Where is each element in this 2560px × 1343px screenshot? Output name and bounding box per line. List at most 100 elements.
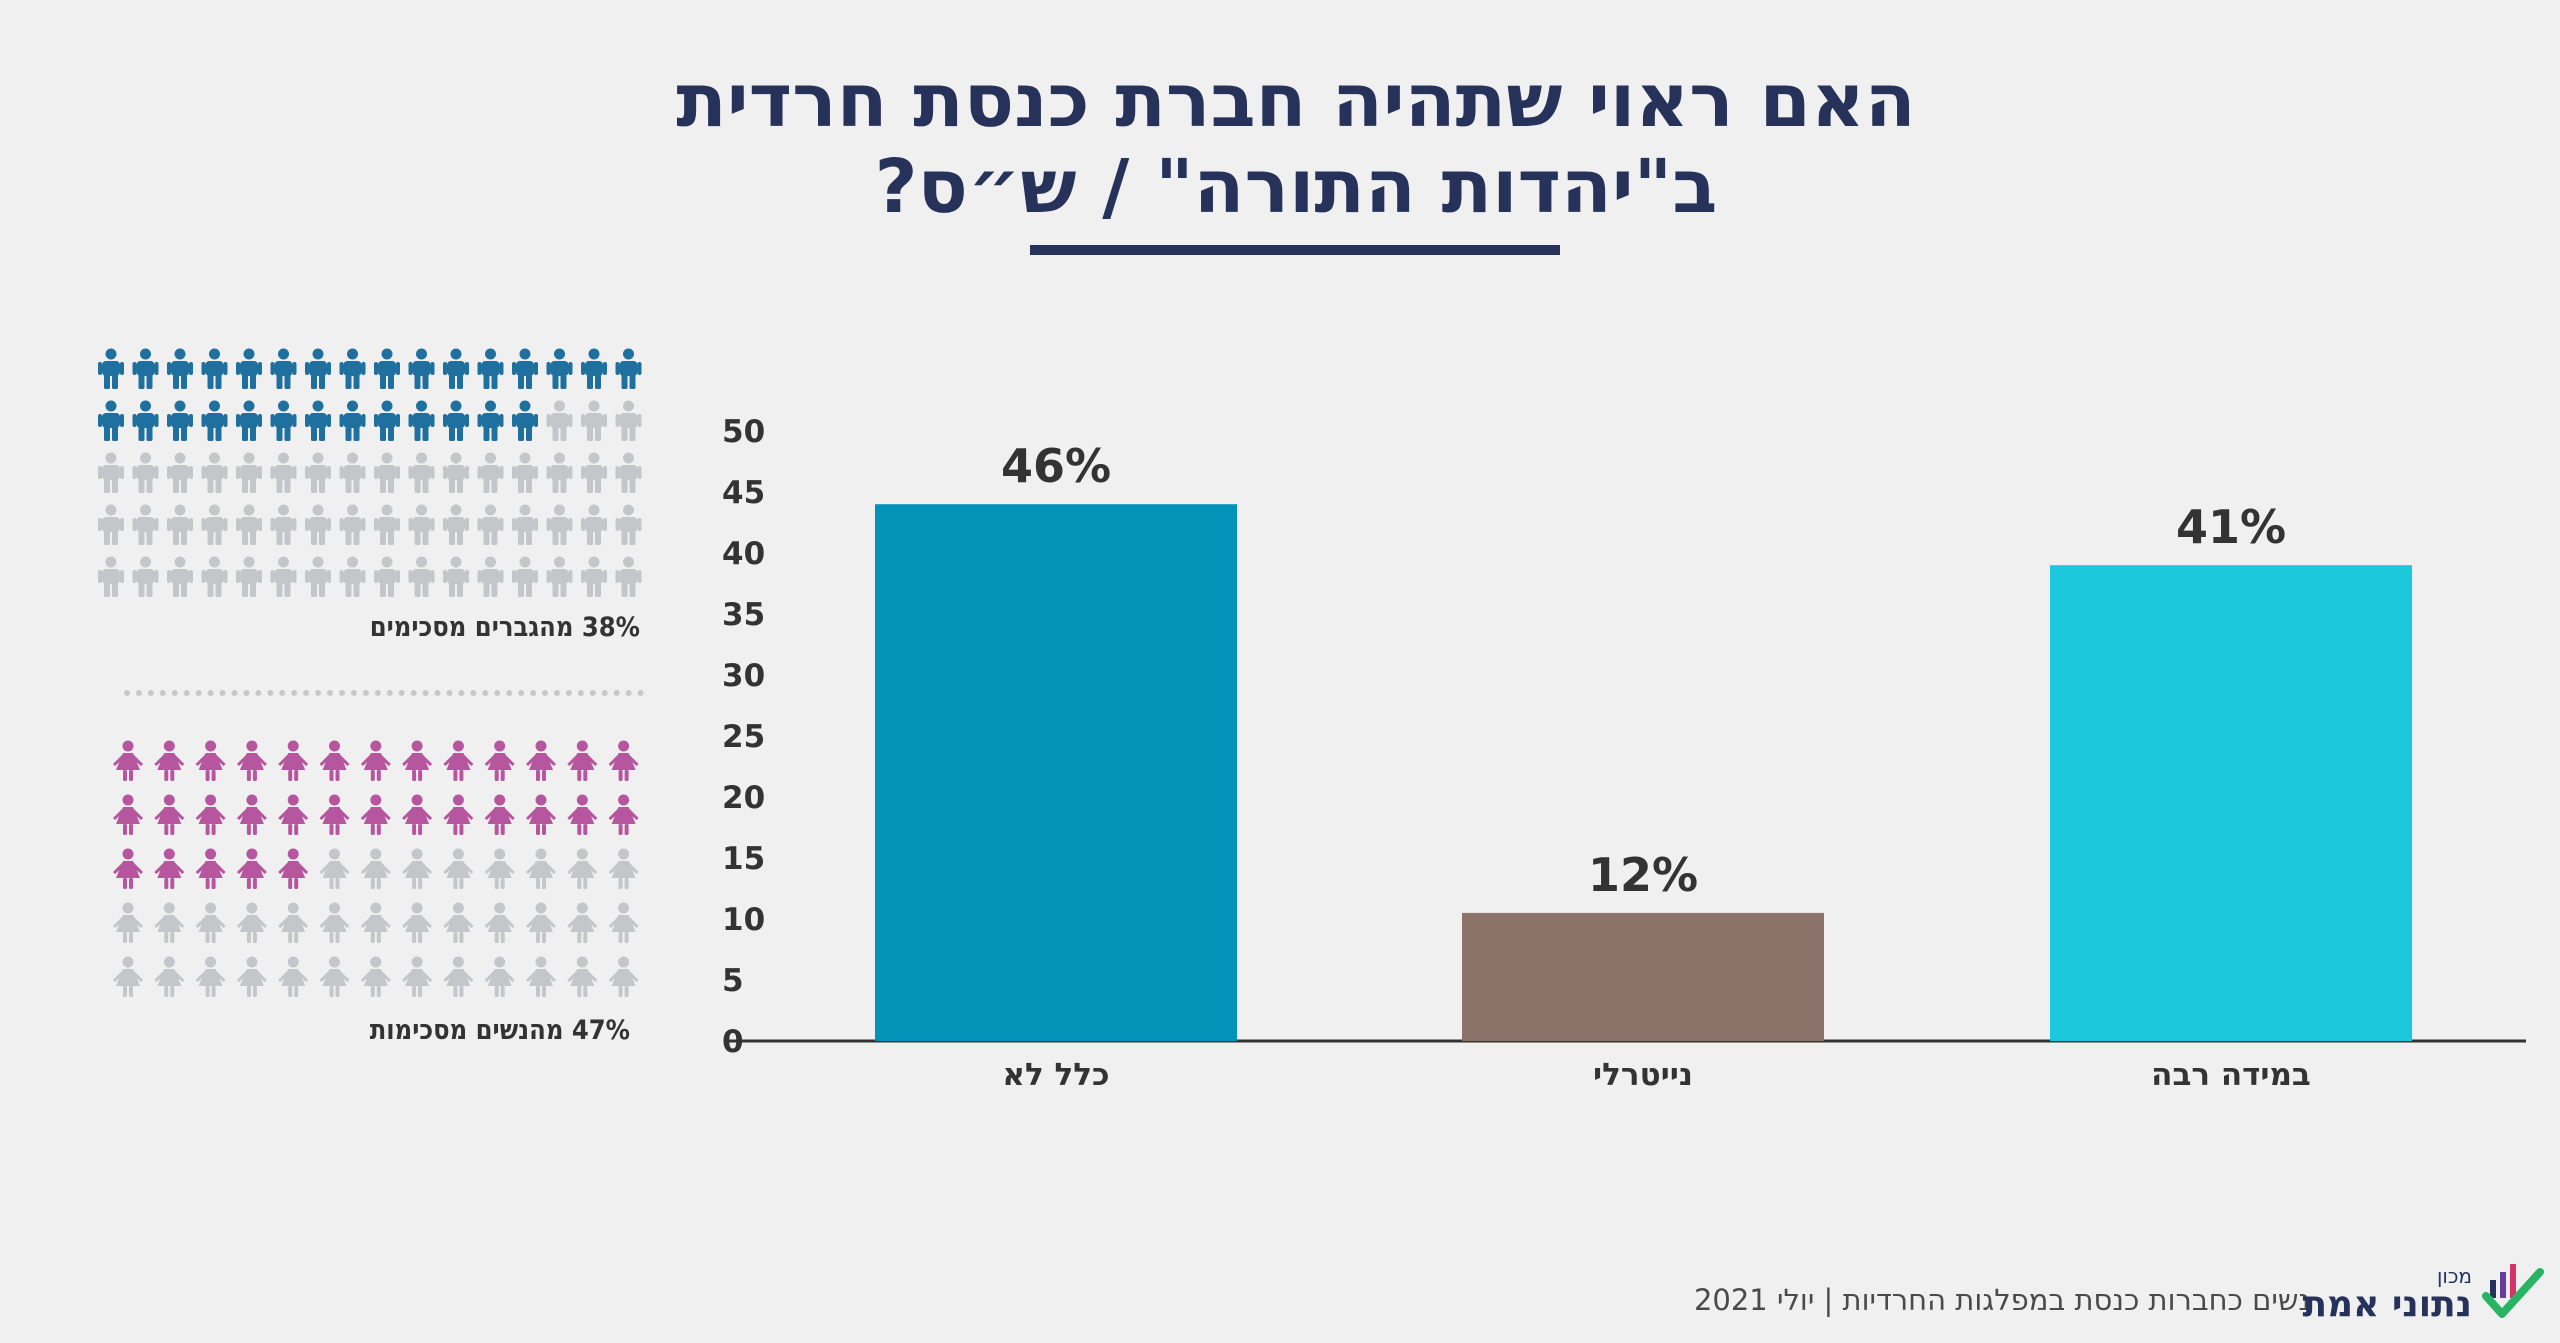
category-label: כלל לא [1002,1057,1109,1093]
woman-icon [154,740,185,781]
woman-icon [236,956,267,997]
woman-icon [360,740,391,781]
woman-icon [360,902,391,943]
man-icon [546,348,573,389]
man-icon [477,556,504,597]
footer-source: נשים כחברות כנסת במפלגות החרדיות | יולי … [1693,1283,2310,1317]
men-pictogram [98,348,642,597]
woman-icon [567,740,598,781]
man-icon [581,452,607,493]
woman-icon [195,956,226,997]
woman-icon [526,956,556,997]
man-icon [236,556,262,597]
woman-icon [402,740,433,781]
man-icon [374,556,400,597]
man-icon [374,400,400,441]
bar-data-label: 46% [1001,439,1111,493]
man-icon [270,452,297,493]
woman-icon [443,740,474,781]
y-tick-label: 15 [722,841,765,877]
man-icon [98,504,124,545]
man-icon [339,556,366,597]
woman-icon [360,956,391,997]
man-icon [167,452,193,493]
woman-icon [402,956,433,997]
man-icon [581,400,607,441]
woman-icon [113,902,143,943]
woman-icon [443,848,474,889]
bar [875,504,1237,1041]
woman-icon [567,848,598,889]
man-icon [443,504,469,545]
woman-icon [526,848,556,889]
man-icon [546,452,573,493]
woman-icon [195,740,226,781]
man-icon [477,348,504,389]
man-icon [305,348,331,389]
man-icon [339,348,366,389]
woman-icon [526,902,556,943]
man-icon [236,504,262,545]
chart-title: האם ראוי שתהיה חברת כנסת חרדית ב"יהדות ה… [0,58,2560,230]
man-icon [132,348,159,389]
title-line-2: ב"יהדות התורה" / ש״ס? [874,144,1718,230]
woman-icon [113,740,143,781]
woman-icon [236,794,267,835]
man-icon [167,348,193,389]
man-icon [512,504,538,545]
man-icon [408,556,435,597]
logo-small-text: מכון [2436,1264,2472,1288]
category-label: במידה רבה [2151,1057,2311,1093]
woman-icon [484,740,515,781]
woman-icon [113,848,143,889]
man-icon [443,452,469,493]
man-icon [270,504,297,545]
man-icon [201,452,228,493]
man-icon [98,400,124,441]
man-icon [615,556,642,597]
man-icon [201,348,228,389]
woman-icon [113,794,143,835]
woman-icon [236,848,267,889]
man-icon [339,400,366,441]
man-icon [236,400,262,441]
title-line-1: האם ראוי שתהיה חברת כנסת חרדית [676,58,1916,144]
woman-icon [113,956,143,997]
man-icon [581,348,607,389]
man-icon [132,504,159,545]
woman-icon [278,956,309,997]
logo: מכון נתוני אמת [2302,1258,2550,1328]
man-icon [581,504,607,545]
man-icon [512,452,538,493]
woman-icon [195,848,226,889]
woman-icon [402,848,433,889]
man-icon [615,348,642,389]
man-icon [443,400,469,441]
man-icon [546,400,573,441]
y-tick-label: 10 [722,902,765,938]
man-icon [132,452,159,493]
woman-icon [360,848,391,889]
man-icon [374,504,400,545]
man-icon [201,504,228,545]
woman-icon [319,794,350,835]
man-icon [408,504,435,545]
woman-icon [443,956,474,997]
bar-data-label: 12% [1588,848,1698,902]
woman-icon [236,902,267,943]
man-icon [615,400,642,441]
y-tick-label: 25 [722,719,765,755]
logo-check-icon [2482,1264,2544,1318]
man-icon [167,400,193,441]
woman-icon [608,848,639,889]
logo-main-text: נתוני אמת [2302,1284,2472,1325]
man-icon [477,504,504,545]
woman-icon [236,740,267,781]
woman-icon [278,902,309,943]
man-icon [615,504,642,545]
bar [2050,565,2412,1041]
man-icon [305,504,331,545]
man-icon [236,452,262,493]
y-tick-label: 50 [722,414,765,450]
man-icon [167,556,193,597]
